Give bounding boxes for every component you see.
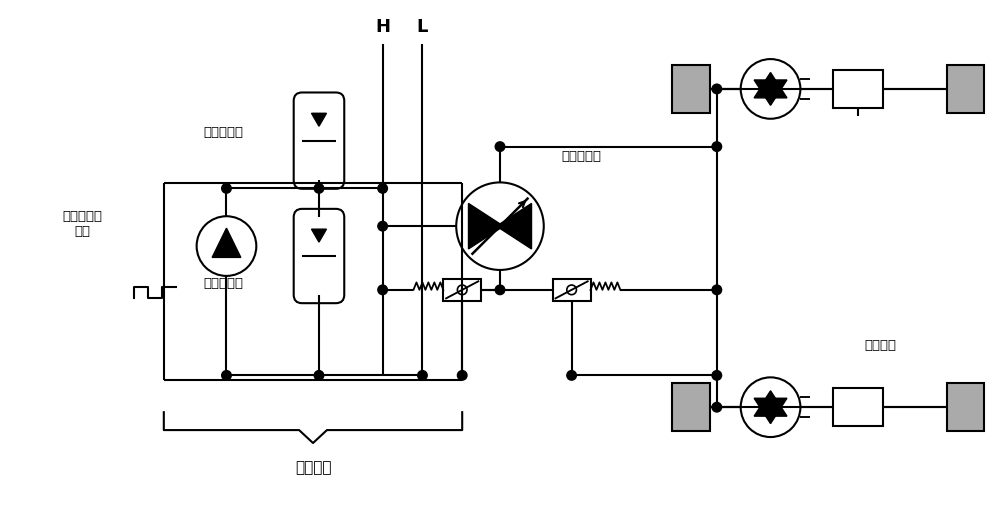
FancyBboxPatch shape: [443, 279, 481, 301]
Circle shape: [314, 183, 324, 193]
Polygon shape: [754, 80, 787, 105]
Circle shape: [418, 370, 427, 380]
Circle shape: [712, 402, 722, 412]
Polygon shape: [468, 204, 504, 249]
FancyBboxPatch shape: [947, 383, 984, 431]
Circle shape: [567, 370, 576, 380]
FancyBboxPatch shape: [833, 70, 883, 108]
Polygon shape: [754, 398, 787, 424]
FancyBboxPatch shape: [294, 209, 344, 303]
Circle shape: [378, 221, 387, 231]
Text: 液压马达: 液压马达: [864, 339, 896, 352]
Text: 自由活塞发
动机: 自由活塞发 动机: [62, 210, 102, 238]
FancyBboxPatch shape: [294, 93, 344, 189]
FancyBboxPatch shape: [672, 65, 710, 113]
Polygon shape: [754, 73, 787, 98]
Text: 高压蓄能器: 高压蓄能器: [203, 126, 243, 139]
Text: 液压变压器: 液压变压器: [562, 150, 602, 163]
FancyBboxPatch shape: [553, 279, 591, 301]
FancyBboxPatch shape: [672, 383, 710, 431]
Circle shape: [495, 285, 505, 295]
Circle shape: [495, 142, 505, 151]
Circle shape: [712, 142, 722, 151]
Circle shape: [378, 285, 387, 295]
Circle shape: [712, 84, 722, 94]
Polygon shape: [754, 391, 787, 416]
Text: H: H: [375, 18, 390, 36]
Polygon shape: [312, 229, 326, 242]
Circle shape: [457, 370, 467, 380]
Circle shape: [314, 370, 324, 380]
FancyBboxPatch shape: [947, 65, 984, 113]
Circle shape: [222, 370, 231, 380]
Circle shape: [712, 285, 722, 295]
Text: 恒压网络: 恒压网络: [295, 460, 331, 475]
Circle shape: [712, 370, 722, 380]
Polygon shape: [496, 204, 532, 249]
Circle shape: [378, 183, 387, 193]
Polygon shape: [312, 113, 326, 126]
Circle shape: [222, 183, 231, 193]
FancyBboxPatch shape: [833, 388, 883, 426]
Text: 低压蓄能器: 低压蓄能器: [203, 277, 243, 291]
Text: L: L: [417, 18, 428, 36]
Polygon shape: [212, 228, 241, 257]
